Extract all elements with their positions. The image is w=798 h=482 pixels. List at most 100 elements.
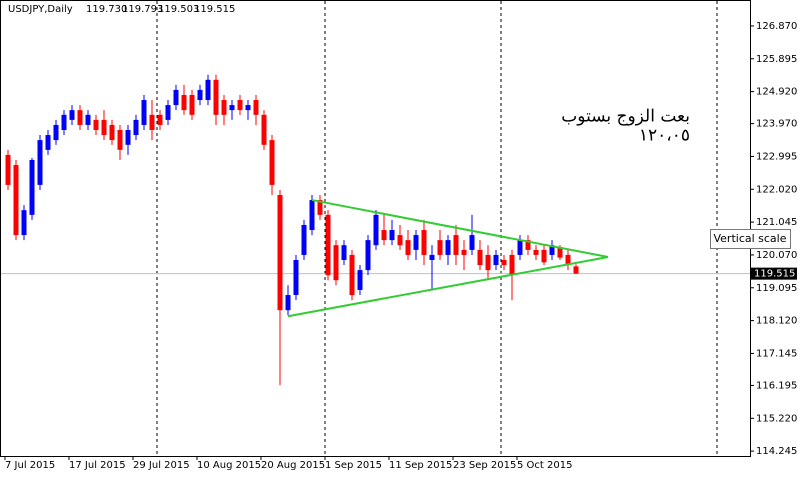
candle-body [213,79,219,115]
ohlc-open: 119.730 [86,4,127,15]
x-tick-label: 17 Jul 2015 [69,460,126,471]
candle-body [149,114,155,130]
candle-body [189,94,195,115]
x-tick-label: 5 Oct 2015 [517,460,572,471]
candle-body [29,159,35,215]
candle-body [181,94,187,111]
candle-body [197,89,203,101]
current-price-label: 119.515 [754,269,795,280]
trendline [287,255,609,318]
y-tick-label: 124.920 [756,87,797,98]
candle-body [493,254,499,266]
candle-body [173,89,179,106]
y-tick-label: 115.220 [756,413,797,424]
candle-body [293,259,299,296]
candle-body [533,249,539,255]
candle-body [413,235,419,250]
candle-body [37,140,43,185]
candle-body [421,230,427,255]
candle-body [45,135,51,150]
ohlc-low: 119.503 [158,4,199,15]
annotation-line-1: بعت الزوج بستوب [561,107,690,127]
candle-body [541,249,547,263]
candle-body [469,235,475,250]
candle-body [229,105,235,111]
y-tick-label: 116.195 [756,380,797,391]
y-tick-label: 126.870 [756,21,797,32]
candle-body [373,214,379,246]
candle-body [237,100,243,111]
y-tick-label: 119.095 [756,283,797,294]
candle-body [437,240,443,255]
candle-body [5,154,11,185]
x-tick-label: 7 Jul 2015 [5,460,55,471]
annotation-line-2: ١٢٠،٠٥ [639,126,690,146]
candle-body [405,240,411,255]
y-tick-label: 114.245 [756,446,797,457]
candle-body [429,254,435,260]
candle-body [141,100,147,125]
candle-body [549,245,555,255]
candle-body [333,245,339,281]
candle-body [461,249,467,255]
x-tick-label: 29 Jul 2015 [133,460,190,471]
y-tick-label: 122.995 [756,151,797,162]
candle-body [77,110,83,125]
candle-body [261,114,267,145]
candle-body [317,200,323,215]
candle-body [205,79,211,101]
candle-body [85,114,91,125]
y-tick-label: 120.070 [756,250,797,261]
y-tick-label: 117.145 [756,348,797,359]
candle-body [341,245,347,260]
candle-body [477,249,483,266]
y-tick-label: 125.895 [756,54,797,65]
candle-body [245,105,251,111]
candle-body [109,124,115,141]
ohlc-close: 119.515 [194,4,235,15]
x-tick-label: 23 Sep 2015 [453,460,516,471]
candle-body [133,119,139,136]
candle-body [269,140,275,185]
y-tick-label: 123.970 [756,119,797,130]
tooltip-text: Vertical scale [713,232,786,245]
candle-body [309,200,315,231]
candle-body [301,224,307,255]
candle-body [389,230,395,241]
candle-body [565,254,571,266]
tooltip-box [710,229,791,249]
candle-body [357,270,363,290]
candle-body [325,214,331,276]
candle-body [13,165,19,236]
candle-body [277,194,283,311]
candle-body [557,247,563,258]
candle-body [365,240,371,271]
symbol-label: USDJPY,Daily [8,4,73,15]
candle-body [221,100,227,115]
candle-body [349,254,355,296]
candle-body [21,210,27,236]
plot-frame [0,0,751,457]
candle-body [525,240,531,250]
trendline [311,199,609,258]
x-tick-label: 1 Sep 2015 [325,460,382,471]
candle-body [445,240,451,255]
y-tick-label: 121.045 [756,217,797,228]
candle-body [165,105,171,120]
candle-body [101,119,107,136]
candle-body [93,119,99,130]
candle-body [501,259,507,266]
candle-body [157,114,163,125]
candle-body [61,114,67,130]
current-price-box [751,267,797,280]
candle-body [125,129,131,145]
x-tick-label: 10 Aug 2015 [197,460,261,471]
candle-body [117,129,123,150]
y-tick-label: 118.120 [756,316,797,327]
y-tick-label: 122.020 [756,184,797,195]
candle-body [381,230,387,241]
candle-body [509,254,515,276]
candle-body [53,124,59,141]
candle-body [285,295,291,311]
